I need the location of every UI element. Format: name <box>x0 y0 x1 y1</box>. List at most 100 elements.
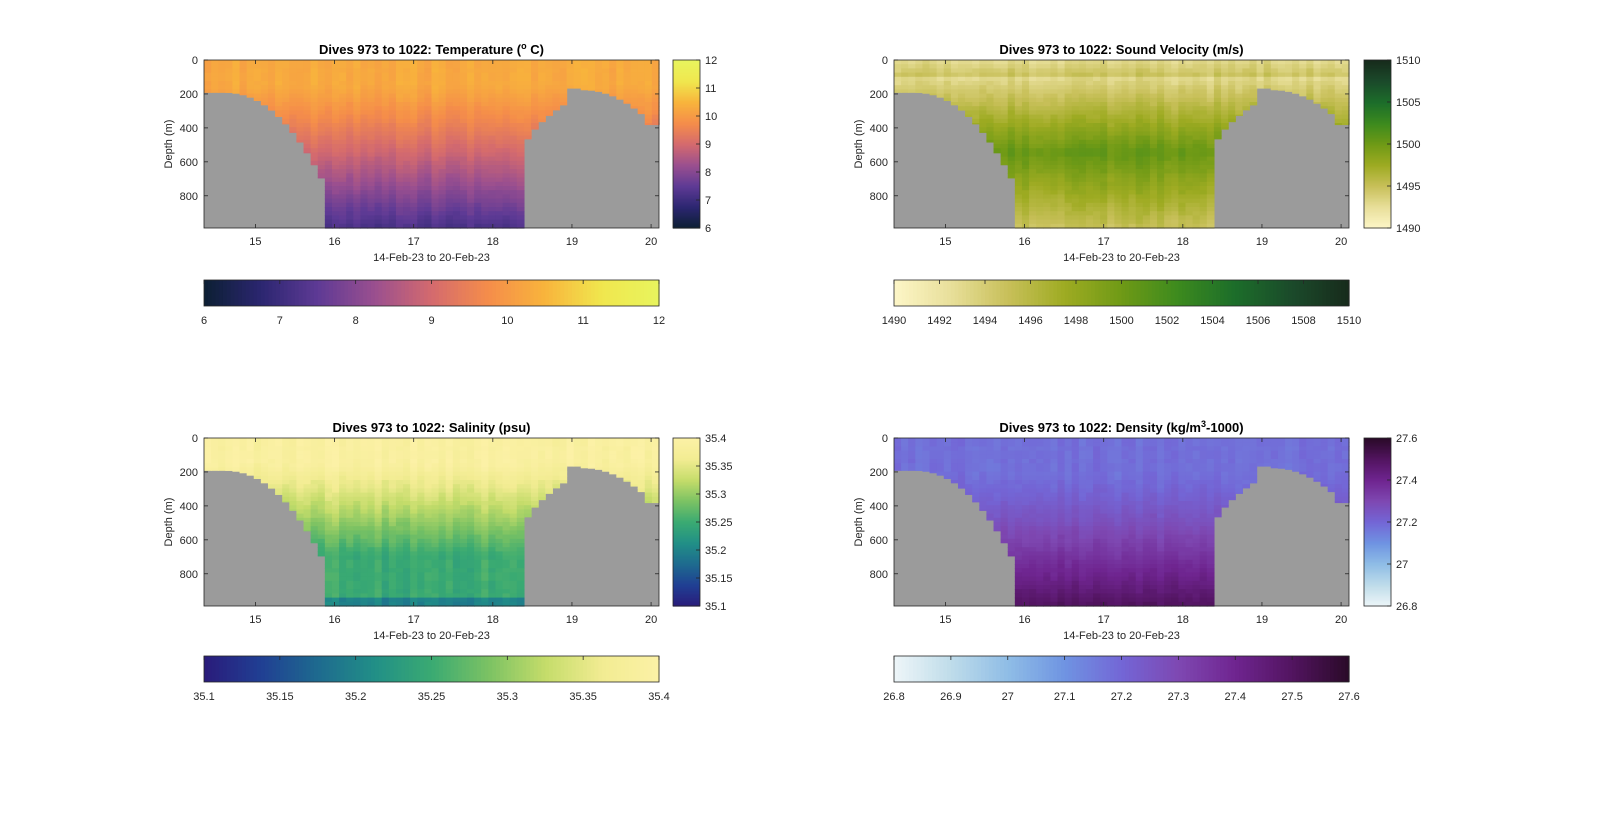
heatmap-cell <box>1242 81 1251 86</box>
heatmap-cell <box>488 463 497 468</box>
heatmap-cell <box>481 211 489 216</box>
heatmap-cell <box>218 60 226 65</box>
heatmap-cell <box>1235 89 1243 95</box>
heatmap-cell <box>260 459 269 464</box>
heatmap-cell <box>317 76 326 82</box>
heatmap-cell <box>232 72 241 78</box>
colorbar-segment <box>1364 173 1391 176</box>
heatmap-cell <box>1149 64 1158 69</box>
heatmap-cell <box>424 597 433 603</box>
heatmap-cell <box>381 459 390 464</box>
heatmap-cell <box>438 181 447 187</box>
heatmap-cell <box>1114 114 1123 120</box>
heatmap-cell <box>467 68 475 74</box>
colorbar-segment <box>673 194 700 197</box>
heatmap-cell <box>495 454 504 460</box>
heatmap-cell <box>1085 114 1094 120</box>
heatmap-cell <box>438 177 447 183</box>
heatmap-cell <box>559 85 568 90</box>
heatmap-cell <box>381 509 390 515</box>
heatmap-cell <box>445 522 454 527</box>
heatmap-cell <box>922 72 931 78</box>
heatmap-cell <box>965 102 973 107</box>
heatmap-cell <box>438 148 447 153</box>
heatmap-cell <box>1078 135 1087 141</box>
heatmap-cell <box>331 505 340 510</box>
heatmap-cell <box>410 123 418 128</box>
heatmap-cell <box>395 492 404 498</box>
heatmap-cell <box>438 110 447 116</box>
heatmap-cell <box>424 60 433 65</box>
heatmap-cell <box>1334 72 1343 78</box>
heatmap-cell <box>403 127 411 132</box>
heatmap-cell <box>1057 160 1066 166</box>
heatmap-cell <box>1043 186 1052 191</box>
heatmap-cell <box>452 139 461 145</box>
heatmap-cell <box>474 60 482 65</box>
heatmap-cell <box>239 89 248 95</box>
heatmap-cell <box>616 60 625 65</box>
heatmap-cell <box>381 186 390 191</box>
heatmap-cell <box>1107 89 1115 95</box>
heatmap-cell <box>381 165 390 170</box>
heatmap-cell <box>310 64 319 69</box>
heatmap-cell <box>388 97 397 103</box>
heatmap-cell <box>204 467 212 471</box>
heatmap-cell <box>303 114 312 120</box>
heatmap-cell <box>972 114 980 120</box>
heatmap-cell <box>303 446 312 452</box>
heatmap-cell <box>1206 194 1215 200</box>
heatmap-cell <box>1057 68 1066 74</box>
heatmap-cell <box>1199 81 1208 86</box>
heatmap-cell <box>1249 81 1258 86</box>
heatmap-cell <box>331 118 340 124</box>
heatmap-cell <box>957 81 966 86</box>
heatmap-cell <box>1000 156 1009 162</box>
heatmap-cell <box>1029 190 1037 195</box>
heatmap-cell <box>467 450 475 456</box>
heatmap-cell <box>1064 102 1073 107</box>
heatmap-cell <box>381 471 390 477</box>
heatmap-cell <box>438 589 447 594</box>
heatmap-cell <box>1206 139 1215 145</box>
heatmap-cell <box>1249 89 1258 95</box>
heatmap-cell <box>637 89 646 95</box>
heatmap-cell <box>1334 110 1343 116</box>
y-tick-label: 200 <box>870 89 888 101</box>
heatmap-cell <box>566 81 575 86</box>
heatmap-cell <box>331 513 340 519</box>
heatmap-cell <box>367 467 376 473</box>
y-tick-label: 0 <box>192 55 198 67</box>
heatmap-cell <box>502 139 511 145</box>
heatmap-cell <box>1000 139 1009 145</box>
heatmap-cell <box>1142 177 1151 183</box>
heatmap-cell <box>331 442 340 447</box>
heatmap-cell <box>523 76 532 82</box>
heatmap-cell <box>1206 93 1215 99</box>
heatmap-cell <box>445 194 454 200</box>
heatmap-cell <box>374 480 383 485</box>
heatmap-cell <box>595 89 603 92</box>
heatmap-cell <box>1036 68 1044 74</box>
heatmap-cell <box>324 207 333 212</box>
colorbar-segment <box>1330 280 1335 306</box>
heatmap-cell <box>1185 110 1194 116</box>
heatmap-cell <box>1000 110 1009 116</box>
heatmap-cell <box>1000 93 1009 99</box>
heatmap-cell <box>915 81 924 86</box>
heatmap-cell <box>616 97 625 100</box>
colorbar-segment <box>673 149 700 152</box>
heatmap-cell <box>502 131 511 137</box>
heatmap-cell <box>317 60 326 65</box>
heatmap-cell <box>573 64 582 69</box>
heatmap-cell <box>296 513 305 519</box>
heatmap-cell <box>431 543 440 548</box>
heatmap-cell <box>452 576 461 582</box>
heatmap-cell <box>1057 64 1066 69</box>
heatmap-cell <box>346 559 354 565</box>
colorbar-segment <box>511 280 516 306</box>
colorbar-segment <box>1364 204 1391 207</box>
heatmap-cell <box>1277 72 1286 78</box>
heatmap-cell <box>1100 169 1108 174</box>
heatmap-cell <box>516 127 525 132</box>
